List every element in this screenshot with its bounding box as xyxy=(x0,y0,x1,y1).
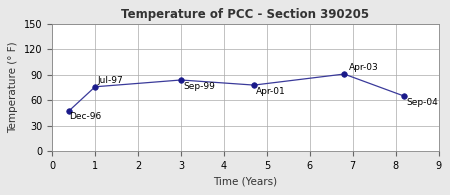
Text: Sep-99: Sep-99 xyxy=(183,82,215,91)
Text: Apr-03: Apr-03 xyxy=(348,63,378,72)
Y-axis label: Temperature (° F): Temperature (° F) xyxy=(9,42,18,133)
Text: Dec-96: Dec-96 xyxy=(69,112,102,121)
X-axis label: Time (Years): Time (Years) xyxy=(213,177,277,187)
Text: Sep-04: Sep-04 xyxy=(406,98,438,107)
Title: Temperature of PCC - Section 390205: Temperature of PCC - Section 390205 xyxy=(122,8,369,21)
Text: Jul-97: Jul-97 xyxy=(97,76,123,85)
Text: Apr-01: Apr-01 xyxy=(256,87,286,96)
